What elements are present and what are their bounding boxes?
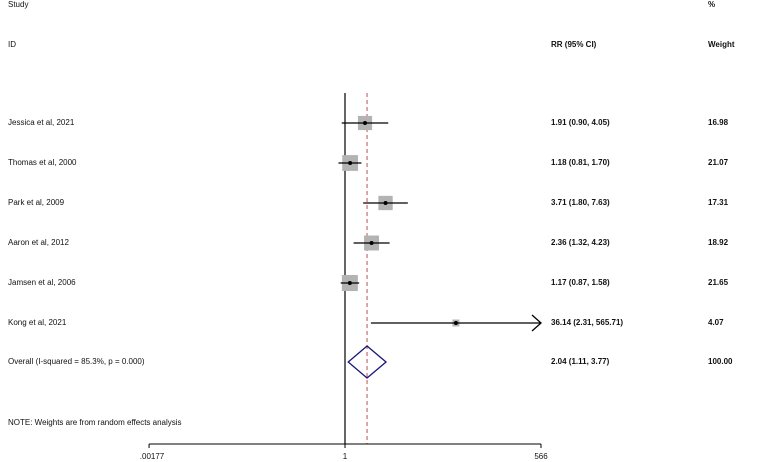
study-header: Study xyxy=(8,0,29,9)
weight-header: Weight xyxy=(708,40,735,49)
study-weight: 17.31 xyxy=(708,198,729,207)
study-weight: 21.07 xyxy=(708,158,729,167)
study-weight: 4.07 xyxy=(708,318,724,327)
study-label: Jamsen et al, 2006 xyxy=(8,278,76,287)
percent-header: % xyxy=(708,0,716,9)
study-weight: 16.98 xyxy=(708,118,729,127)
study-weight: 21.65 xyxy=(708,278,729,287)
study-ci-text: 1.18 (0.81, 1.70) xyxy=(551,158,610,167)
study-ci-text: 36.14 (2.31, 565.71) xyxy=(551,318,624,327)
study-ci-text: 1.91 (0.90, 4.05) xyxy=(551,118,610,127)
footnote: NOTE: Weights are from random effects an… xyxy=(8,418,182,427)
overall-label: Overall (I-squared = 85.3%, p = 0.000) xyxy=(8,357,145,366)
point-estimate xyxy=(363,121,368,125)
study-label: Park et al, 2009 xyxy=(8,198,65,207)
id-header: ID xyxy=(8,40,16,49)
study-label: Aaron et al, 2012 xyxy=(8,238,69,247)
x-tick-label: .00177 xyxy=(139,452,165,461)
study-ci-text: 1.17 (0.87, 1.58) xyxy=(551,278,610,287)
ci-arrow xyxy=(531,314,542,332)
x-tick-label: 566 xyxy=(534,452,548,461)
point-estimate xyxy=(453,321,458,325)
study-label: Jessica et al, 2021 xyxy=(8,118,75,127)
point-estimate xyxy=(347,281,352,285)
study-label: Thomas et al, 2000 xyxy=(8,158,77,167)
overall-weight: 100.00 xyxy=(708,357,733,366)
point-estimate xyxy=(383,201,388,205)
point-estimate xyxy=(348,161,353,165)
point-estimate xyxy=(369,241,374,245)
study-weight: 18.92 xyxy=(708,238,729,247)
study-label: Kong et al, 2021 xyxy=(8,318,67,327)
estimate-header: RR (95% CI) xyxy=(551,40,597,49)
overall-ci-text: 2.04 (1.11, 3.77) xyxy=(551,357,610,366)
x-tick-label: 1 xyxy=(342,452,348,461)
study-ci-text: 3.71 (1.80, 7.63) xyxy=(551,198,610,207)
study-ci-text: 2.36 (1.32, 4.23) xyxy=(551,238,610,247)
overall-diamond xyxy=(347,345,388,379)
